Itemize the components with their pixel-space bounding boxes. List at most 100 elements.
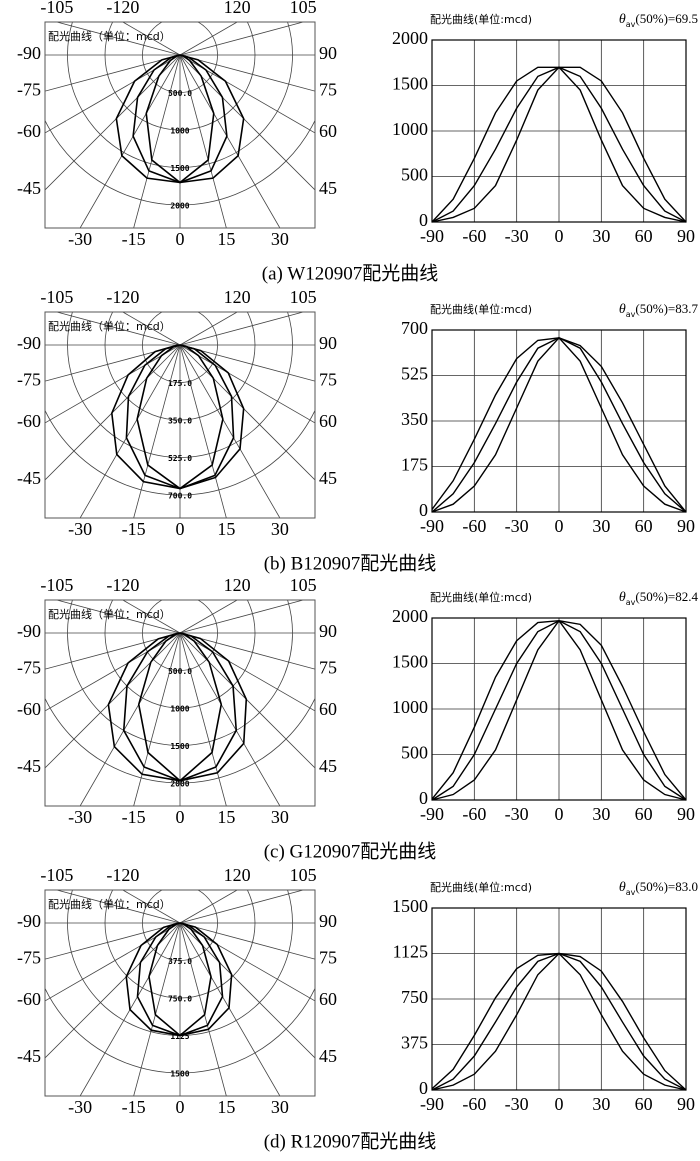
x-tick-label: -30 — [505, 516, 529, 536]
radial-line — [179, 54, 281, 228]
radial-line — [179, 54, 315, 92]
angle-label: 60 — [319, 699, 337, 719]
radial-line — [179, 344, 227, 518]
x-tick-label: 30 — [592, 804, 610, 824]
angle-label: 90 — [319, 333, 337, 353]
x-tick-label: -60 — [462, 1094, 486, 1114]
angle-label: -105 — [40, 865, 73, 885]
annotation: θav(50%)=83.0 — [619, 879, 698, 897]
angle-label: -120 — [106, 287, 139, 307]
angle-label: 45 — [319, 1046, 337, 1066]
angle-label: -45 — [17, 756, 41, 776]
x-tick-label: 60 — [635, 516, 653, 536]
angle-label: -120 — [106, 575, 139, 595]
angle-label: -60 — [17, 989, 41, 1009]
radial-line — [179, 312, 304, 346]
radial-line — [56, 22, 181, 56]
annotation-sub: av — [626, 310, 636, 319]
y-tick-label: 0 — [419, 500, 428, 520]
radial-line — [122, 890, 181, 924]
angle-label: 75 — [319, 79, 337, 99]
angle-label: -60 — [17, 699, 41, 719]
line-title: 配光曲线(单位:mcd) — [430, 590, 532, 604]
x-tick-label: 0 — [555, 1094, 564, 1114]
polar-title: 配光曲线（单位：mcd） — [48, 29, 171, 43]
radial-line — [179, 312, 238, 346]
x-tick-label: -30 — [505, 226, 529, 246]
radial-line — [179, 632, 315, 769]
annotation-text: (50%)=83.0 — [635, 879, 698, 894]
y-tick-label: 700 — [401, 318, 428, 338]
radial-line — [179, 632, 281, 806]
polar-curve — [125, 922, 233, 1037]
angle-label: 0 — [176, 807, 185, 827]
x-tick-label: 90 — [677, 516, 695, 536]
angle-label: 90 — [319, 621, 337, 641]
angle-label: -30 — [68, 807, 92, 827]
caption: (a) W120907配光曲线 — [262, 262, 438, 284]
curve — [431, 66, 687, 223]
polar-frame — [44, 889, 316, 1097]
x-tick-label: 30 — [592, 1094, 610, 1114]
angle-label: -30 — [68, 229, 92, 249]
radial-line — [179, 632, 315, 712]
y-tick-label: 500 — [401, 165, 428, 185]
angle-label: -105 — [40, 0, 73, 17]
angle-label: 15 — [217, 229, 235, 249]
polar-curve — [110, 344, 245, 490]
angle-label: 75 — [319, 369, 337, 389]
angle-label: -60 — [17, 411, 41, 431]
annotation: θav(50%)=82.4 — [619, 589, 699, 607]
annotation-symbol: θ — [619, 12, 626, 27]
y-tick-label: 1500 — [392, 74, 428, 94]
y-tick-label: 750 — [401, 987, 428, 1007]
x-tick-label: -60 — [462, 516, 486, 536]
angle-label: -30 — [68, 519, 92, 539]
polar-frame — [44, 311, 316, 519]
plot-frame — [431, 617, 687, 801]
angle-label: -105 — [40, 575, 73, 595]
angle-label: 45 — [319, 756, 337, 776]
radial-line — [56, 312, 181, 346]
radial-line — [179, 22, 238, 56]
angle-label: -45 — [17, 1046, 41, 1066]
curve — [431, 337, 687, 513]
radial-line — [79, 344, 181, 518]
x-tick-label: -60 — [462, 226, 486, 246]
angle-label: -75 — [17, 369, 41, 389]
x-tick-label: 60 — [635, 804, 653, 824]
radial-line — [79, 54, 181, 228]
radial-line — [179, 600, 304, 634]
angle-label: 15 — [217, 807, 235, 827]
angle-label: 30 — [271, 519, 289, 539]
radial-line — [179, 600, 238, 634]
x-tick-label: 30 — [592, 226, 610, 246]
angle-label: 45 — [319, 468, 337, 488]
curve — [431, 620, 687, 801]
angle-label: -15 — [122, 519, 146, 539]
radial-line — [79, 632, 181, 806]
x-tick-label: 90 — [677, 1094, 695, 1114]
y-tick-label: 350 — [401, 409, 428, 429]
y-tick-label: 175 — [401, 455, 428, 475]
angle-label: -15 — [122, 807, 146, 827]
annotation: θav(50%)=69.5 — [619, 11, 698, 29]
angle-label: 105 — [290, 287, 317, 307]
radial-line — [45, 54, 181, 191]
annotation-text: (50%)=83.7 — [635, 301, 698, 316]
angle-label: 0 — [176, 229, 185, 249]
angle-label: 105 — [290, 575, 317, 595]
annotation-sub: av — [626, 888, 636, 897]
radial-line — [179, 922, 281, 1096]
x-tick-label: 90 — [677, 226, 695, 246]
x-tick-label: -60 — [462, 804, 486, 824]
radial-line — [179, 890, 238, 924]
angle-label: 75 — [319, 657, 337, 677]
radial-line — [45, 54, 181, 92]
y-tick-label: 1125 — [393, 942, 428, 962]
radial-line — [133, 344, 181, 518]
y-tick-label: 0 — [419, 1078, 428, 1098]
annotation-text: (50%)=69.5 — [635, 11, 698, 26]
radial-line — [179, 632, 315, 670]
